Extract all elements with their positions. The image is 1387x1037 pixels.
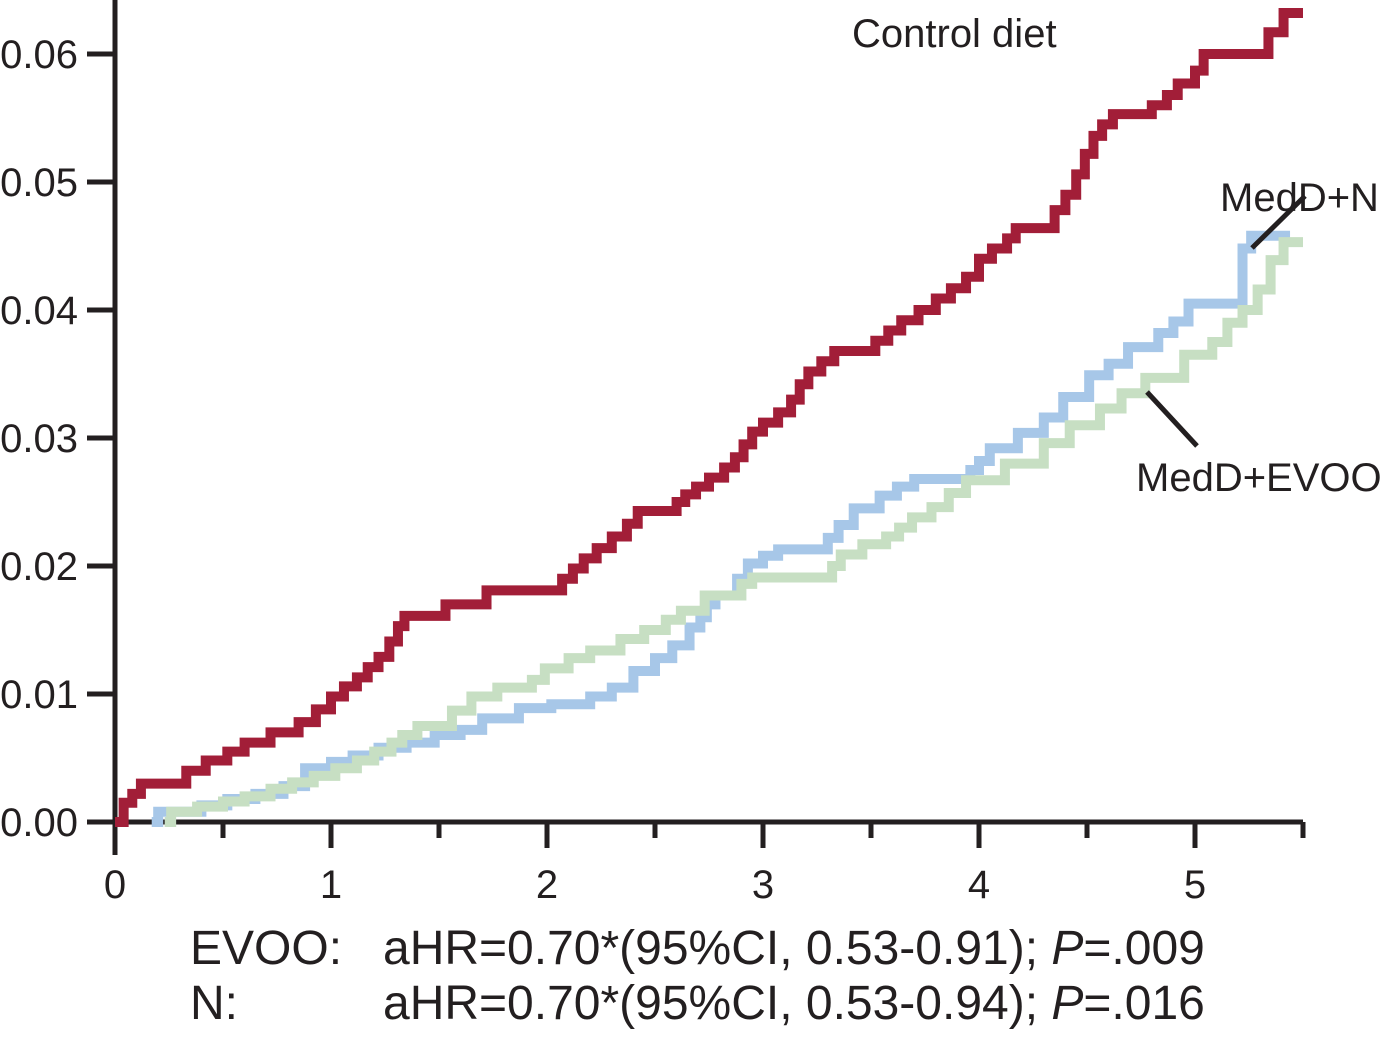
pointer-line — [1250, 194, 1307, 250]
x-tick-label: 3 — [752, 863, 774, 907]
y-tick-label: 0.06 — [0, 33, 78, 77]
evoo-p-value: =.009 — [1083, 922, 1205, 975]
stats-row-n: N: aHR=0.70*(95%CI, 0.53-0.94); P=.016 — [190, 976, 1205, 1031]
y-tick-label: 0.02 — [0, 545, 78, 589]
y-tick-label: 0.05 — [0, 161, 78, 205]
medd-n-curve — [151, 230, 1291, 827]
evoo-ahr-text: aHR=0.70*(95%CI, 0.53-0.91); — [383, 922, 1052, 975]
pointer-line — [1145, 390, 1199, 448]
control-diet-label: Control diet — [852, 12, 1057, 56]
medd-evoo-curve — [164, 237, 1303, 827]
stats-row-n-label: N: — [190, 977, 238, 1030]
medd-evoo-label: MedD+EVOO — [1136, 456, 1382, 500]
evoo-p-symbol: P — [1051, 922, 1084, 975]
y-tick-label: 0.03 — [0, 417, 78, 461]
y-tick-label: 0.04 — [0, 289, 78, 333]
n-p-value: =.016 — [1083, 977, 1205, 1030]
x-tick-label: 5 — [1184, 863, 1206, 907]
n-p-symbol: P — [1051, 977, 1084, 1030]
x-tick-label: 4 — [968, 863, 990, 907]
stats-row-evoo-value: aHR=0.70*(95%CI, 0.53-0.91); P=.009 — [383, 922, 1205, 975]
stats-row-evoo-label: EVOO: — [190, 922, 343, 975]
x-tick-label: 1 — [320, 863, 342, 907]
hazard-ratio-stats: EVOO: aHR=0.70*(95%CI, 0.53-0.91); P=.009… — [190, 921, 1205, 1031]
y-tick-label: 0.00 — [0, 801, 78, 845]
y-tick-label: 0.01 — [0, 673, 78, 717]
x-tick-label: 0 — [104, 863, 126, 907]
stats-row-evoo: EVOO: aHR=0.70*(95%CI, 0.53-0.91); P=.009 — [190, 921, 1205, 976]
n-ahr-text: aHR=0.70*(95%CI, 0.53-0.94); — [383, 977, 1052, 1030]
medd-n-label: MedD+N — [1220, 176, 1379, 220]
stats-row-n-value: aHR=0.70*(95%CI, 0.53-0.94); P=.016 — [383, 977, 1205, 1030]
control-diet-curve — [115, 8, 1303, 827]
x-tick-label: 2 — [536, 863, 558, 907]
